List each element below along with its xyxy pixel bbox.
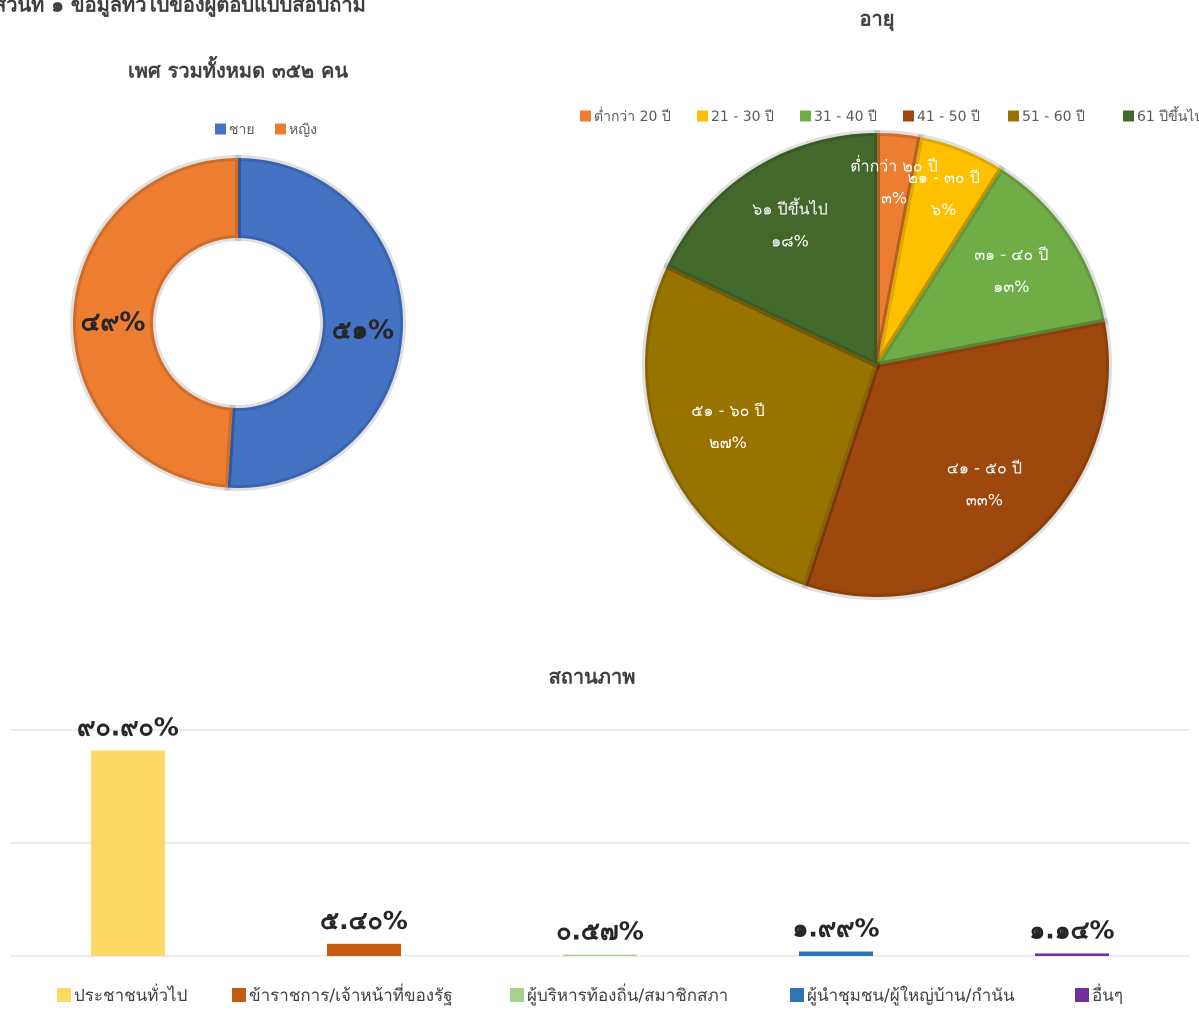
data-label: ๖%: [931, 200, 956, 219]
bar: [563, 954, 637, 956]
legend-swatch: [57, 988, 71, 1002]
legend-label: หญิง: [289, 122, 317, 138]
legend-label: ประชาชนทั่วไป: [74, 983, 187, 1006]
data-label: ๐.๕๗%: [556, 917, 644, 946]
pie-slice: [642, 262, 881, 590]
data-label: ๕.๔๐%: [320, 906, 408, 935]
chart-title: อายุ: [860, 7, 895, 32]
legend-label: ผู้นำชุมชน/ผู้ใหญ่บ้าน/กำนัน: [807, 985, 1015, 1006]
legend-swatch: [790, 988, 804, 1002]
data-label-name: ๓๑ - ๔๐ ปี: [974, 245, 1048, 264]
data-label-name: ๔๑ - ๕๐ ปี: [947, 458, 1022, 477]
donut-slice: [70, 154, 241, 491]
data-label: ๒๗%: [709, 433, 747, 452]
legend-label: 31 - 40 ปี: [814, 109, 877, 125]
legend-swatch: [215, 123, 226, 135]
data-label: ๑๓%: [993, 277, 1029, 296]
legend-label: ต่ำกว่า 20 ปี: [594, 107, 671, 125]
legend-label: 21 - 30 ปี: [711, 109, 774, 125]
bar: [91, 750, 165, 956]
bar: [799, 951, 873, 956]
data-label-name: ๖๑ ปีขึ้นไป: [752, 197, 828, 218]
pie-slice: [663, 129, 880, 370]
data-label: ๑.๙๙%: [792, 914, 879, 943]
legend-label: ชาย: [229, 122, 255, 138]
legend-label: ผู้บริหารท้องถิ่น/สมาชิกสภา: [527, 983, 728, 1006]
donut-slice: [224, 154, 406, 491]
legend-label: 51 - 60 ปี: [1022, 109, 1085, 125]
legend-swatch: [580, 110, 591, 122]
data-label-name: ๕๑ - ๖๐ ปี: [691, 401, 764, 420]
data-label-name: ต่ำกว่า ๒๐ ปี: [850, 154, 938, 175]
bar: [327, 943, 401, 956]
data-label: ๑.๑๔%: [1029, 915, 1114, 944]
legend-swatch: [1075, 988, 1089, 1002]
legend-swatch: [903, 110, 914, 122]
legend-swatch: [697, 110, 708, 122]
data-label: ๙๐.๙๐%: [77, 713, 179, 742]
legend-label: 61 ปีขึ้นไป: [1137, 106, 1199, 125]
page-title: ส่วนที่ ๑ ข้อมูลทั่วไปของผู้ตอบแบบสอบถาม: [0, 0, 366, 19]
legend-swatch: [232, 988, 246, 1002]
data-label: ๓๓%: [966, 490, 1003, 509]
legend-label: ข้าราชการ/เจ้าหน้าที่ของรัฐ: [249, 983, 453, 1006]
pie-slice: [801, 318, 1112, 600]
legend-swatch: [1123, 110, 1134, 122]
legend-swatch: [800, 110, 811, 122]
pie-slice: [874, 133, 1006, 367]
data-label: ๑๘%: [771, 231, 809, 250]
data-label-name: ๒๑ - ๓๐ ปี: [907, 168, 980, 187]
legend-swatch: [510, 988, 524, 1002]
legend-swatch: [1008, 110, 1019, 122]
chart-title: สถานภาพ: [549, 665, 636, 689]
pie-slice: [874, 129, 924, 366]
data-label: ๕๑%: [332, 315, 394, 345]
data-label: ๓%: [881, 188, 907, 207]
chart-title: เพศ รวมทั้งหมด ๓๕๒ คน: [128, 56, 348, 83]
legend-label: 41 - 50 ปี: [917, 109, 980, 125]
legend-label: อื่นๆ: [1092, 983, 1123, 1006]
data-label: ๔๙%: [81, 308, 146, 338]
bar: [1035, 953, 1109, 956]
pie-slice: [870, 164, 1109, 370]
legend-swatch: [275, 123, 286, 135]
